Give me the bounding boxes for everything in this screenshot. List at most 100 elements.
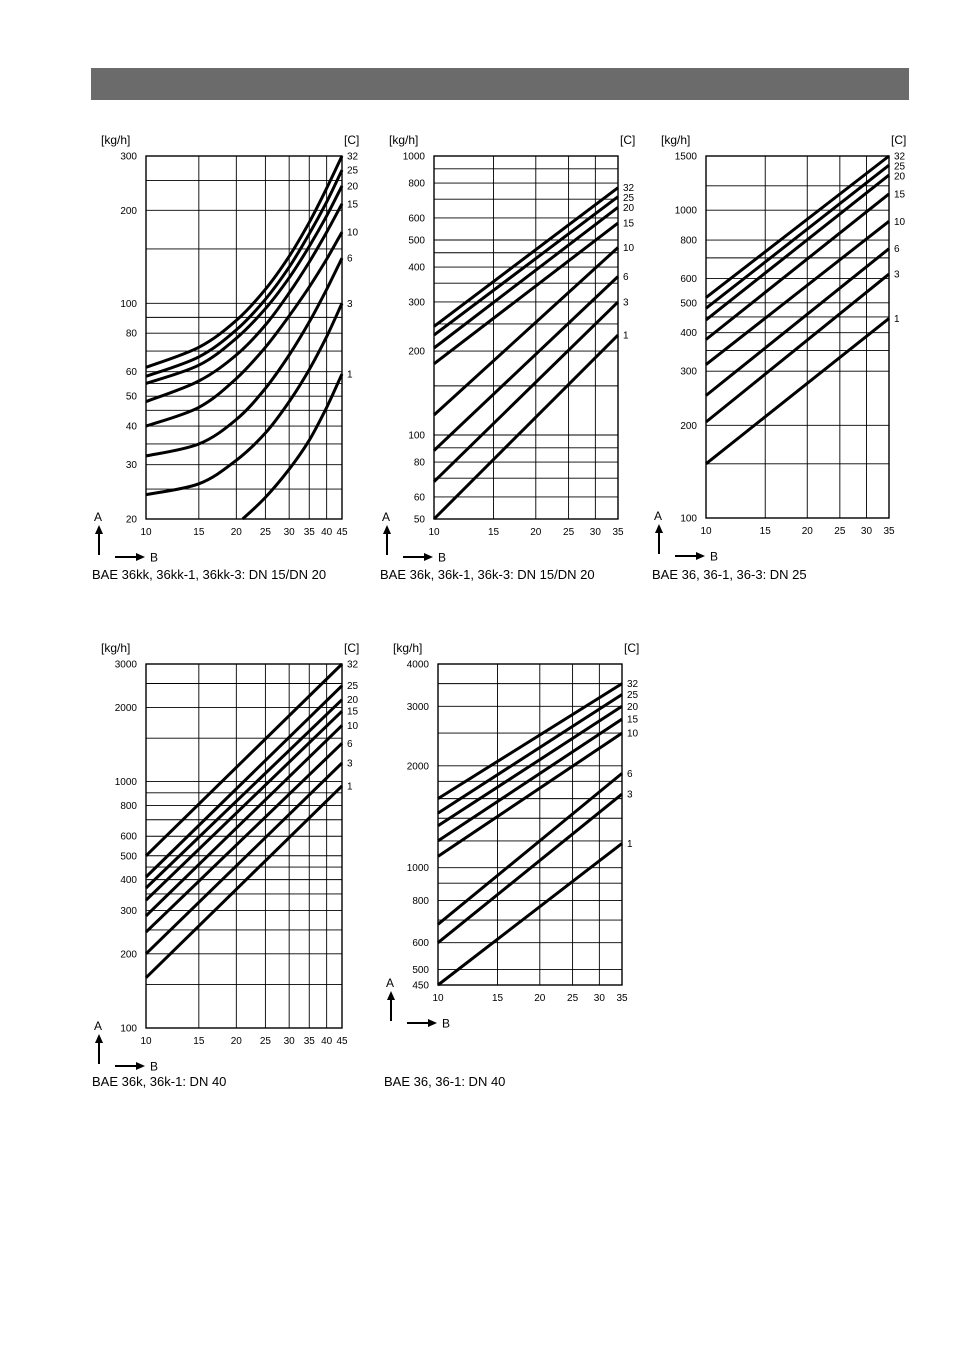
y-tick-label: 800 [120,801,137,812]
y-tick-label: 600 [408,213,425,224]
chart-caption: BAE 36k, 36k-1: DN 40 [92,1074,226,1089]
curve-label-10: 10 [623,243,635,254]
series-line-6 [705,247,890,397]
curve-label-25: 25 [347,681,359,692]
series-line-3 [144,761,344,955]
y-tick-label: 500 [120,851,137,862]
curve-label-25: 25 [627,690,639,701]
y-tick-label: 500 [408,235,425,246]
x-tick-label: 20 [802,526,814,537]
y-tick-label: 400 [680,328,697,339]
x-tick-label: 15 [193,1036,205,1047]
series-line-15 [433,221,619,365]
curve-label-15: 15 [347,707,359,718]
series-line-25 [145,169,344,378]
x-tick-label: 10 [140,1036,152,1047]
series-line-3 [432,300,620,483]
y-tick-label: 100 [408,431,425,442]
y-tick-label: 400 [120,875,137,886]
y-tick-label: 300 [120,152,137,163]
series-line-15 [437,717,623,843]
x-tick-label: 15 [488,527,500,538]
curve-label-1: 1 [623,331,629,342]
y-tick-label: 4000 [407,660,430,671]
axis-letter-b: B [442,1017,450,1031]
x-tick-label: 30 [284,1036,296,1047]
y-tick-label: 100 [120,1024,137,1035]
y-tick-label: 80 [414,458,426,469]
x-tick-label: 30 [284,527,296,538]
series-line-25 [433,195,619,337]
series-line-25 [144,684,344,879]
y-tick-label: 600 [412,938,429,949]
chart-caption: BAE 36k, 36k-1, 36k-3: DN 15/DN 20 [380,567,595,582]
axis-letter-a: A [94,1019,102,1033]
curve-label-20: 20 [894,172,906,183]
y-tick-label: 20 [126,515,138,526]
arrow-up-icon [95,1034,103,1043]
axis-letter-a: A [654,509,662,523]
curve-label-1: 1 [627,839,633,850]
curve-label-6: 6 [347,254,353,265]
x-tick-label: 10 [140,527,152,538]
series-line-6 [437,772,623,926]
curve-label-1: 1 [894,314,900,325]
y-tick-label: 400 [408,263,425,274]
y-tick-label: 60 [414,492,426,503]
y-tick-label: 1500 [675,152,698,163]
y-tick-label: 300 [120,906,137,917]
axis-letter-b: B [438,551,446,565]
series-line-20 [437,705,623,828]
y-tick-label: 50 [126,392,138,403]
series-line-1 [144,784,344,979]
x-tick-label: 10 [700,526,712,537]
x-tick-label: 25 [260,1036,272,1047]
y-unit-label: [kg/h] [389,133,418,147]
curve-label-15: 15 [627,715,639,726]
curve-label-10: 10 [894,217,906,228]
curve-label-1: 1 [347,781,353,792]
y-unit-label: [kg/h] [393,641,422,655]
y-tick-label: 450 [412,981,429,992]
arrow-right-icon [696,552,705,560]
series-line-25 [437,693,623,815]
curve-label-6: 6 [347,739,353,750]
axis-letter-b: B [150,551,158,565]
x-tick-label: 30 [861,526,873,537]
y-tick-label: 800 [408,179,425,190]
y-tick-label: 200 [680,421,697,432]
y-tick-label: 100 [120,299,137,310]
curve-label-15: 15 [894,189,906,200]
series-line-15 [145,203,344,403]
series-line-32 [144,662,344,857]
y-tick-label: 200 [408,347,425,358]
plot-frame [433,155,619,520]
curve-label-6: 6 [627,769,633,780]
chart-caption: BAE 36, 36-1: DN 40 [384,1074,505,1089]
curve-label-15: 15 [347,199,359,210]
x-tick-label: 25 [567,993,579,1004]
curve-label-20: 20 [627,702,639,713]
x-tick-label: 35 [304,1036,316,1047]
curve-label-32: 32 [347,660,359,671]
axis-letter-a: A [382,510,390,524]
series-line-20 [145,185,344,385]
x-tick-label: 15 [760,526,772,537]
y-tick-label: 300 [408,297,425,308]
arrow-right-icon [136,1062,145,1070]
series-line-15 [144,710,344,902]
y-tick-label: 200 [120,206,137,217]
series-line-20 [433,206,619,350]
series-line-1 [432,334,620,521]
series-line-25 [705,164,890,310]
x-tick-label: 25 [563,527,575,538]
series-line-1 [437,842,623,987]
x-tick-label: 35 [883,526,895,537]
series-line-3 [437,792,623,944]
axis-letter-a: A [386,976,394,990]
y-tick-label: 1000 [403,152,426,163]
